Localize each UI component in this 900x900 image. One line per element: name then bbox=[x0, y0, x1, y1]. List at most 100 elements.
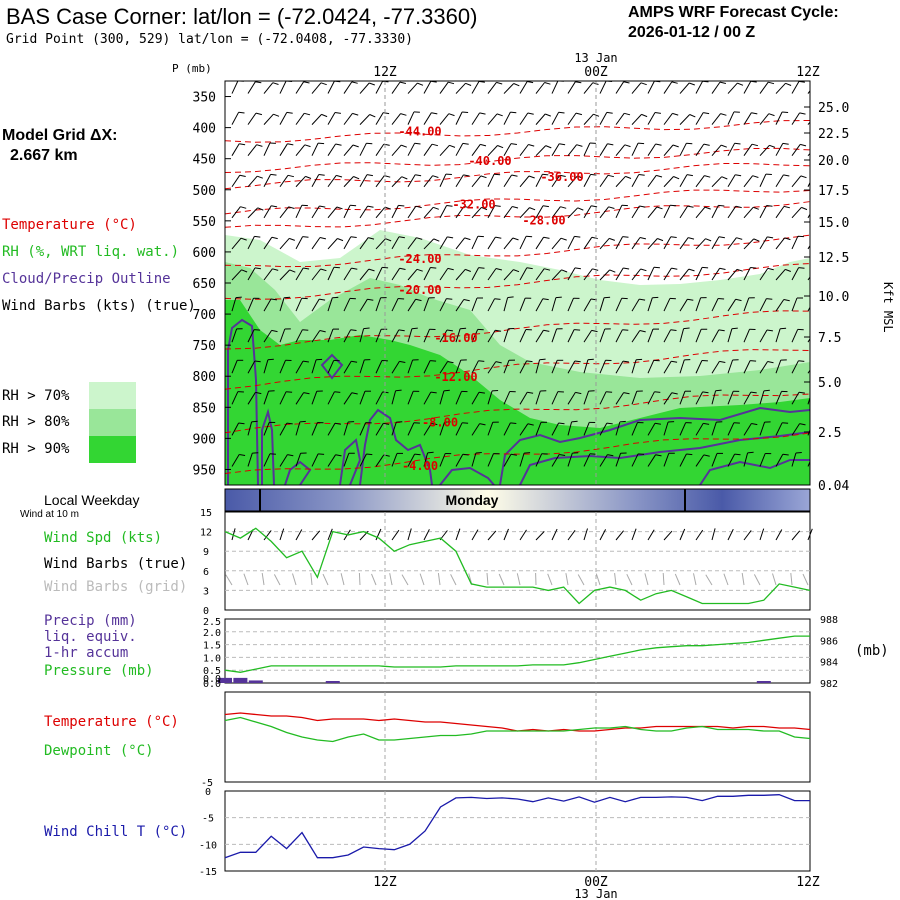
wind-barb bbox=[311, 390, 323, 405]
surface-wind-barb-grid bbox=[595, 573, 601, 586]
wind-barb bbox=[631, 174, 645, 188]
wind-barb bbox=[263, 390, 275, 405]
wind-barb bbox=[487, 236, 502, 250]
wind-barb bbox=[279, 174, 295, 188]
wind-barb bbox=[791, 452, 802, 467]
wind-barb bbox=[359, 422, 372, 436]
wind-barb bbox=[455, 82, 472, 94]
wind-barb bbox=[471, 297, 483, 312]
wind-barb bbox=[695, 454, 710, 467]
wind-barb bbox=[327, 359, 340, 374]
wind-barb bbox=[311, 205, 326, 219]
wind-barb bbox=[775, 299, 790, 312]
legend-rh90-label: RH > 90% bbox=[2, 441, 70, 457]
wind-barb bbox=[631, 237, 647, 250]
wind-barb bbox=[343, 144, 359, 157]
wind-barb bbox=[487, 205, 501, 219]
wind-barb bbox=[519, 391, 534, 405]
wind-barb bbox=[615, 236, 629, 250]
wind-barb bbox=[663, 112, 679, 125]
axis-tick-label: 0.0 bbox=[203, 674, 221, 685]
wind-barb bbox=[247, 329, 261, 343]
wind-barb bbox=[231, 359, 244, 374]
wind-barb bbox=[295, 175, 312, 188]
wind-barb bbox=[615, 392, 630, 405]
wind-barb bbox=[503, 111, 517, 125]
wind-barb bbox=[535, 205, 549, 219]
surface-wind-barb-grid bbox=[723, 573, 729, 586]
wind-barb bbox=[679, 237, 695, 250]
wind-barb bbox=[311, 453, 325, 467]
wind-barb bbox=[535, 421, 547, 436]
wind-barb bbox=[231, 269, 248, 281]
legend-wind-barbs: Wind Barbs (kts) (true) bbox=[2, 298, 196, 314]
wind-barb bbox=[503, 328, 515, 343]
wind-barb bbox=[263, 205, 278, 219]
wind-barb bbox=[759, 298, 773, 312]
wind-barb bbox=[583, 205, 598, 219]
surface-wind-barb-true bbox=[311, 530, 321, 541]
temperature-dewpoint-panel: -5 bbox=[201, 691, 811, 789]
wind-barb bbox=[647, 359, 660, 374]
wind-barb bbox=[535, 268, 551, 281]
wind-barb bbox=[407, 111, 420, 125]
wind-barb bbox=[631, 390, 643, 405]
wind-barb bbox=[631, 142, 645, 156]
wind-barb bbox=[711, 176, 728, 188]
wind-barb bbox=[343, 360, 358, 374]
wind-barb bbox=[407, 205, 422, 219]
axis-tick-label: -15 bbox=[199, 867, 217, 878]
legend-cloud: Cloud/Precip Outline bbox=[2, 271, 171, 287]
wind-barb bbox=[391, 204, 405, 219]
wind-barb bbox=[279, 206, 295, 219]
surface-wind-barb-true bbox=[519, 529, 527, 541]
wind-barb bbox=[743, 328, 756, 343]
wind-barb bbox=[343, 392, 358, 405]
wind-barb bbox=[423, 238, 440, 250]
wind-barb bbox=[759, 361, 774, 374]
pressure-tick-label: 700 bbox=[193, 308, 216, 323]
wind-barb bbox=[583, 390, 595, 405]
pressure-tick-label: 650 bbox=[193, 277, 216, 292]
surface-wind-barb-true bbox=[551, 528, 558, 541]
wind-barb bbox=[791, 143, 807, 156]
wind-barb bbox=[439, 113, 455, 125]
wind-barb bbox=[631, 298, 646, 312]
wind-barb bbox=[231, 143, 246, 156]
wind-barb bbox=[535, 173, 549, 187]
wind-barb bbox=[487, 113, 503, 125]
legend-rh80-label: RH > 80% bbox=[2, 414, 70, 430]
wind-barb bbox=[311, 82, 327, 94]
wind-barb bbox=[695, 112, 710, 125]
page-title: BAS Case Corner: lat/lon = (-72.0424, -7… bbox=[6, 4, 478, 29]
wind-barb bbox=[391, 144, 407, 157]
wind-barb bbox=[743, 297, 755, 312]
wind-barb bbox=[359, 142, 373, 156]
wind-barb bbox=[567, 329, 581, 343]
wind-barb bbox=[535, 145, 552, 157]
weekday-day-label: Monday bbox=[446, 492, 499, 508]
wind-barb bbox=[295, 297, 308, 312]
wind-barb bbox=[647, 143, 662, 156]
temperature-label: Temperature (°C) bbox=[44, 714, 179, 730]
wind-barb bbox=[663, 267, 678, 281]
wind-barb bbox=[567, 235, 581, 250]
wind-barb bbox=[727, 142, 741, 156]
pressure-tick-label: 988 bbox=[820, 615, 838, 626]
surface-wind-barb-true bbox=[375, 528, 382, 541]
wind-barb bbox=[551, 454, 566, 467]
wind-barb bbox=[263, 142, 276, 156]
wind-barb bbox=[695, 206, 711, 219]
surface-wind-barb-grid bbox=[358, 572, 361, 586]
wind-barb bbox=[407, 174, 422, 188]
wind-barb bbox=[231, 454, 246, 467]
wind-barb bbox=[727, 298, 742, 312]
legend-temperature: Temperature (°C) bbox=[2, 217, 137, 233]
wind-barb bbox=[279, 391, 293, 405]
wind-barb bbox=[487, 390, 499, 405]
wind-barb bbox=[327, 328, 339, 343]
wind-barb bbox=[407, 327, 418, 343]
wind-barb bbox=[583, 421, 596, 436]
wind-barb bbox=[679, 327, 690, 343]
wind-barb bbox=[695, 266, 709, 281]
